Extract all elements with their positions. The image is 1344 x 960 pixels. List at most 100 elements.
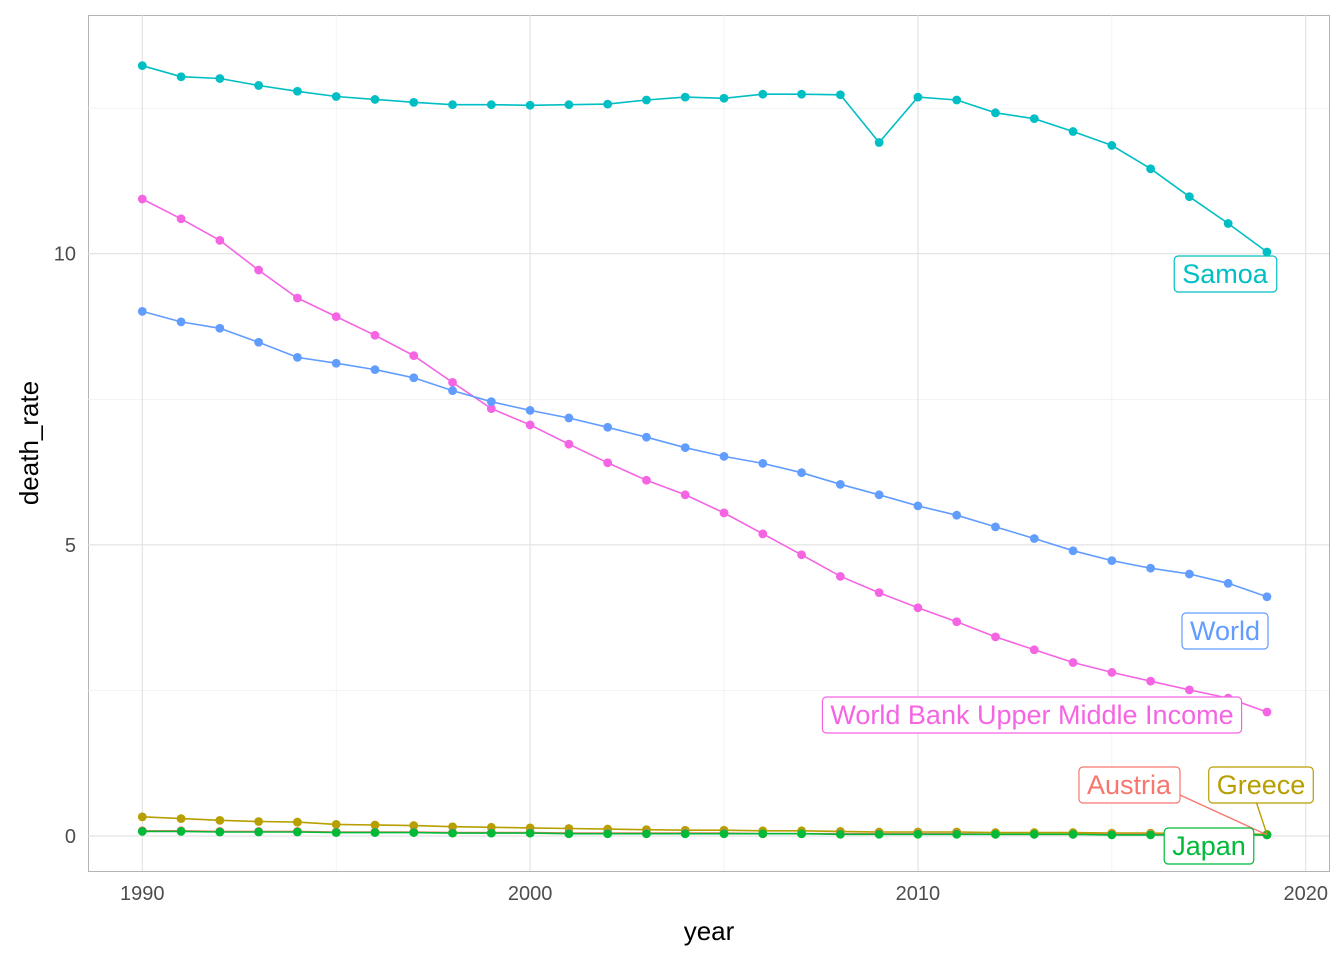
data-point-world-bank-upper-middle-income (215, 235, 225, 245)
data-point-world-bank-upper-middle-income (797, 550, 806, 560)
data-point-japan (525, 828, 535, 838)
series-line-japan (142, 830, 1267, 836)
data-point-greece (137, 812, 147, 822)
label-box-samoa (1173, 255, 1278, 293)
data-point-world-bank-upper-middle-income (642, 475, 651, 485)
panel-border (88, 15, 1330, 872)
data-point-samoa (603, 99, 613, 109)
series-lines (141, 64, 1268, 836)
label-box-austria (1078, 766, 1181, 804)
data-point-japan (1107, 830, 1117, 840)
data-point-greece (331, 820, 341, 829)
data-point-world-bank-upper-middle-income (680, 490, 690, 500)
data-point-japan (719, 829, 729, 839)
data-point-world (1262, 592, 1272, 602)
data-point-world (137, 306, 147, 316)
data-point-world-bank-upper-middle-income (1068, 658, 1078, 667)
data-point-world-bank-upper-middle-income (1107, 668, 1117, 677)
data-point-world (409, 373, 419, 383)
data-point-japan (409, 828, 419, 837)
data-point-world-bank-upper-middle-income (137, 194, 147, 204)
data-point-samoa (1146, 164, 1156, 174)
data-point-samoa (176, 72, 186, 82)
label-samoa: Samoa (1173, 255, 1278, 293)
label-box-japan (1163, 827, 1255, 865)
data-point-japan (952, 829, 962, 839)
y-axis-ticks: 0 5 10 (54, 244, 76, 848)
data-point-japan (758, 829, 768, 839)
data-point-world (176, 317, 186, 327)
data-point-world (1223, 578, 1233, 588)
data-point-japan (642, 829, 651, 839)
data-point-samoa (642, 95, 651, 105)
label-greece: Greece (1208, 766, 1314, 804)
data-point-world (564, 413, 574, 423)
data-point-samoa (1262, 247, 1272, 257)
y-tick-label: 10 (54, 244, 76, 266)
data-point-world (1068, 546, 1078, 556)
data-point-japan (913, 829, 923, 839)
data-point-world-bank-upper-middle-income (758, 529, 768, 539)
data-point-world-bank-upper-middle-income (719, 508, 729, 518)
data-point-greece (254, 817, 264, 826)
data-point-samoa (137, 61, 147, 71)
data-point-japan (680, 829, 690, 839)
data-point-world-bank-upper-middle-income (254, 265, 264, 275)
data-point-world-bank-upper-middle-income (1146, 676, 1156, 686)
x-tick-label: 2020 (1283, 883, 1328, 905)
data-point-samoa (525, 100, 535, 110)
data-point-samoa (874, 138, 884, 147)
data-point-japan (254, 827, 264, 837)
data-point-greece (370, 820, 380, 830)
data-point-samoa (835, 90, 845, 100)
data-point-world-bank-upper-middle-income (874, 588, 884, 598)
y-axis-title: death_rate (14, 381, 44, 505)
data-point-world-bank-upper-middle-income (293, 293, 302, 303)
gridlines (88, 15, 1329, 871)
series-line-samoa (142, 64, 1268, 253)
data-point-samoa (215, 74, 225, 83)
data-point-world-bank-upper-middle-income (1184, 685, 1194, 695)
data-point-world (486, 397, 496, 407)
data-point-samoa (680, 92, 690, 102)
label-box-world (1181, 612, 1269, 650)
data-point-samoa (254, 81, 264, 90)
data-point-japan (331, 828, 341, 837)
label-austria: Austria (1078, 766, 1181, 804)
data-point-samoa (1223, 219, 1233, 228)
data-point-greece (409, 821, 419, 830)
label-world: World (1181, 612, 1269, 650)
data-point-japan (137, 827, 147, 836)
data-point-samoa (797, 89, 806, 99)
data-point-japan (448, 828, 457, 838)
x-axis-ticks: 1990 2000 2010 2020 (120, 883, 1328, 905)
label-text-japan: Japan (1172, 831, 1246, 861)
data-point-japan (797, 829, 806, 839)
data-point-samoa (1107, 141, 1117, 150)
data-point-japan (1146, 830, 1156, 840)
data-point-japan (1029, 829, 1039, 839)
data-point-samoa (1068, 127, 1078, 136)
data-point-world (680, 443, 690, 453)
data-point-world-bank-upper-middle-income (525, 420, 535, 430)
data-point-world (254, 337, 264, 347)
data-point-samoa (564, 100, 574, 110)
x-tick-label: 2000 (508, 883, 553, 905)
label-text-world: World (1190, 616, 1260, 646)
label-text-greece: Greece (1217, 770, 1306, 800)
data-point-world-bank-upper-middle-income (603, 458, 613, 468)
x-tick-label: 1990 (120, 883, 165, 905)
data-point-samoa (409, 97, 419, 107)
data-point-world (797, 468, 806, 478)
data-point-world-bank-upper-middle-income (331, 312, 341, 322)
data-point-japan (991, 829, 1000, 839)
data-point-world-bank-upper-middle-income (448, 378, 457, 387)
data-point-world (1184, 569, 1194, 579)
data-point-world-bank-upper-middle-income (1029, 645, 1039, 655)
data-point-world (874, 490, 884, 500)
data-point-samoa (370, 95, 380, 104)
data-point-world (331, 358, 341, 368)
data-point-samoa (486, 100, 496, 110)
data-point-greece (176, 814, 186, 823)
label-text-samoa: Samoa (1182, 259, 1269, 289)
